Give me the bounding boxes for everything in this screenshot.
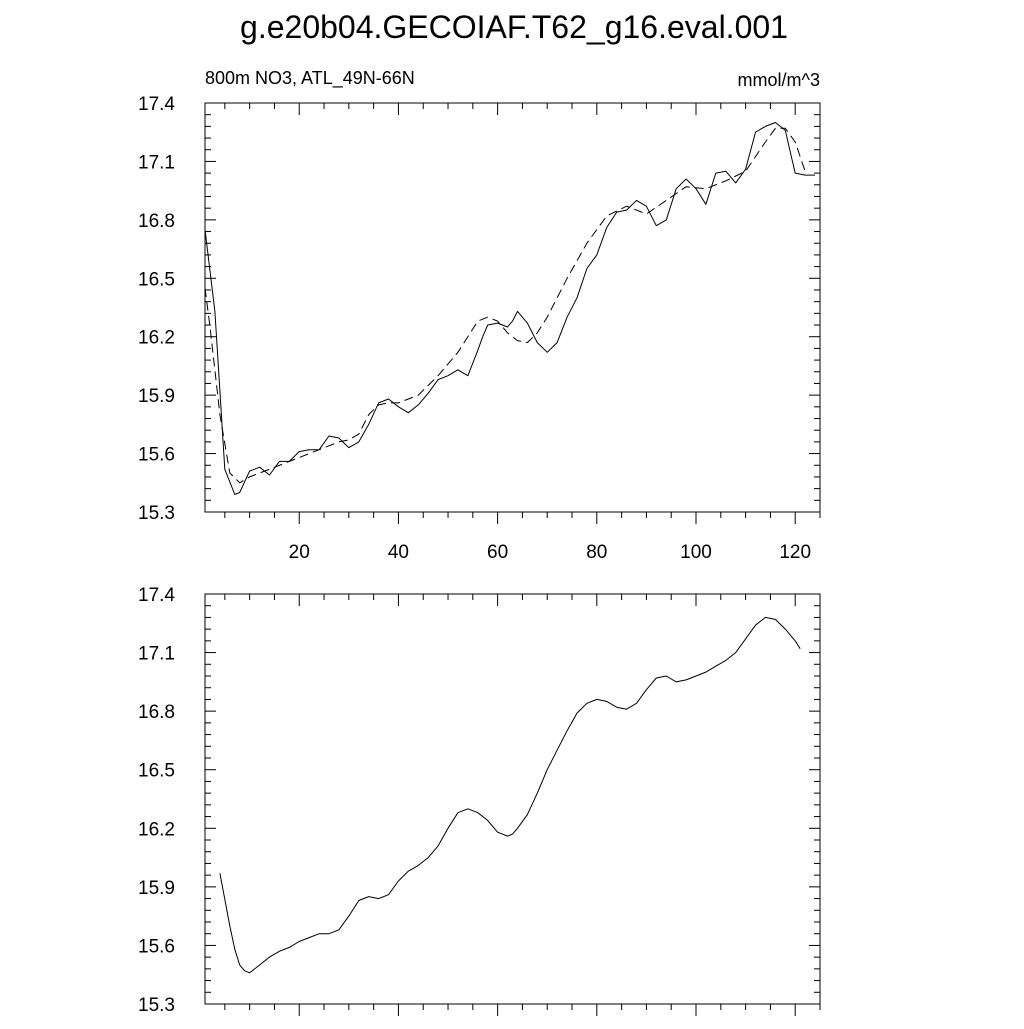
top-ytick-label: 15.9 — [138, 386, 175, 407]
top-ytick-label: 16.5 — [138, 269, 175, 290]
top-xtick-label: 80 — [586, 542, 607, 563]
bottom-series-group — [219, 616, 801, 974]
top-ytick-label: 16.2 — [138, 328, 175, 349]
bottom-ytick-label: 15.3 — [138, 995, 175, 1016]
bottom-ytick-label: 15.9 — [138, 878, 175, 899]
bottom-ytick-label: 16.5 — [138, 761, 175, 782]
bottom-ytick-label: 17.1 — [138, 644, 175, 665]
bottom-ytick-label: 16.2 — [138, 819, 175, 840]
top-axes-ticks: 15.3 15.6 15.9 16.2 16.5 16.8 17.1 17.4 20 40 60 80… — [138, 94, 821, 563]
top-xtick-label: 100 — [680, 542, 712, 563]
top-ytick-label: 17.1 — [138, 152, 175, 173]
top-series-annual — [204, 122, 815, 495]
bottom-plot-frame — [204, 593, 821, 1005]
bottom-ytick-label: 16.8 — [138, 702, 175, 723]
bottom-axes-ticks: 15.3 15.6 15.9 16.2 16.5 16.8 17.1 17.4 — [138, 585, 821, 1016]
bottom-ytick-label: 17.4 — [138, 585, 175, 606]
top-ytick-label: 16.8 — [138, 211, 175, 232]
top-ytick-label: 15.6 — [138, 445, 175, 466]
chart-title: g.e20b04.GECOIAF.T62_g16.eval.001 — [240, 9, 788, 45]
bottom-series-smoothed — [219, 616, 801, 974]
top-ytick-label: 15.3 — [138, 503, 175, 524]
top-xtick-label: 120 — [779, 542, 811, 563]
units-label: mmol/m^3 — [738, 70, 820, 90]
top-xtick-label: 20 — [289, 542, 310, 563]
top-ytick-label: 17.4 — [138, 94, 175, 115]
top-series-running-mean — [204, 127, 806, 484]
top-plot-frame — [204, 102, 821, 513]
top-xtick-label: 40 — [388, 542, 409, 563]
bottom-ytick-label: 15.6 — [138, 936, 175, 957]
top-xtick-label: 60 — [487, 542, 508, 563]
top-series-group — [204, 122, 815, 495]
variable-label: 800m NO3, ATL_49N-66N — [205, 68, 415, 89]
